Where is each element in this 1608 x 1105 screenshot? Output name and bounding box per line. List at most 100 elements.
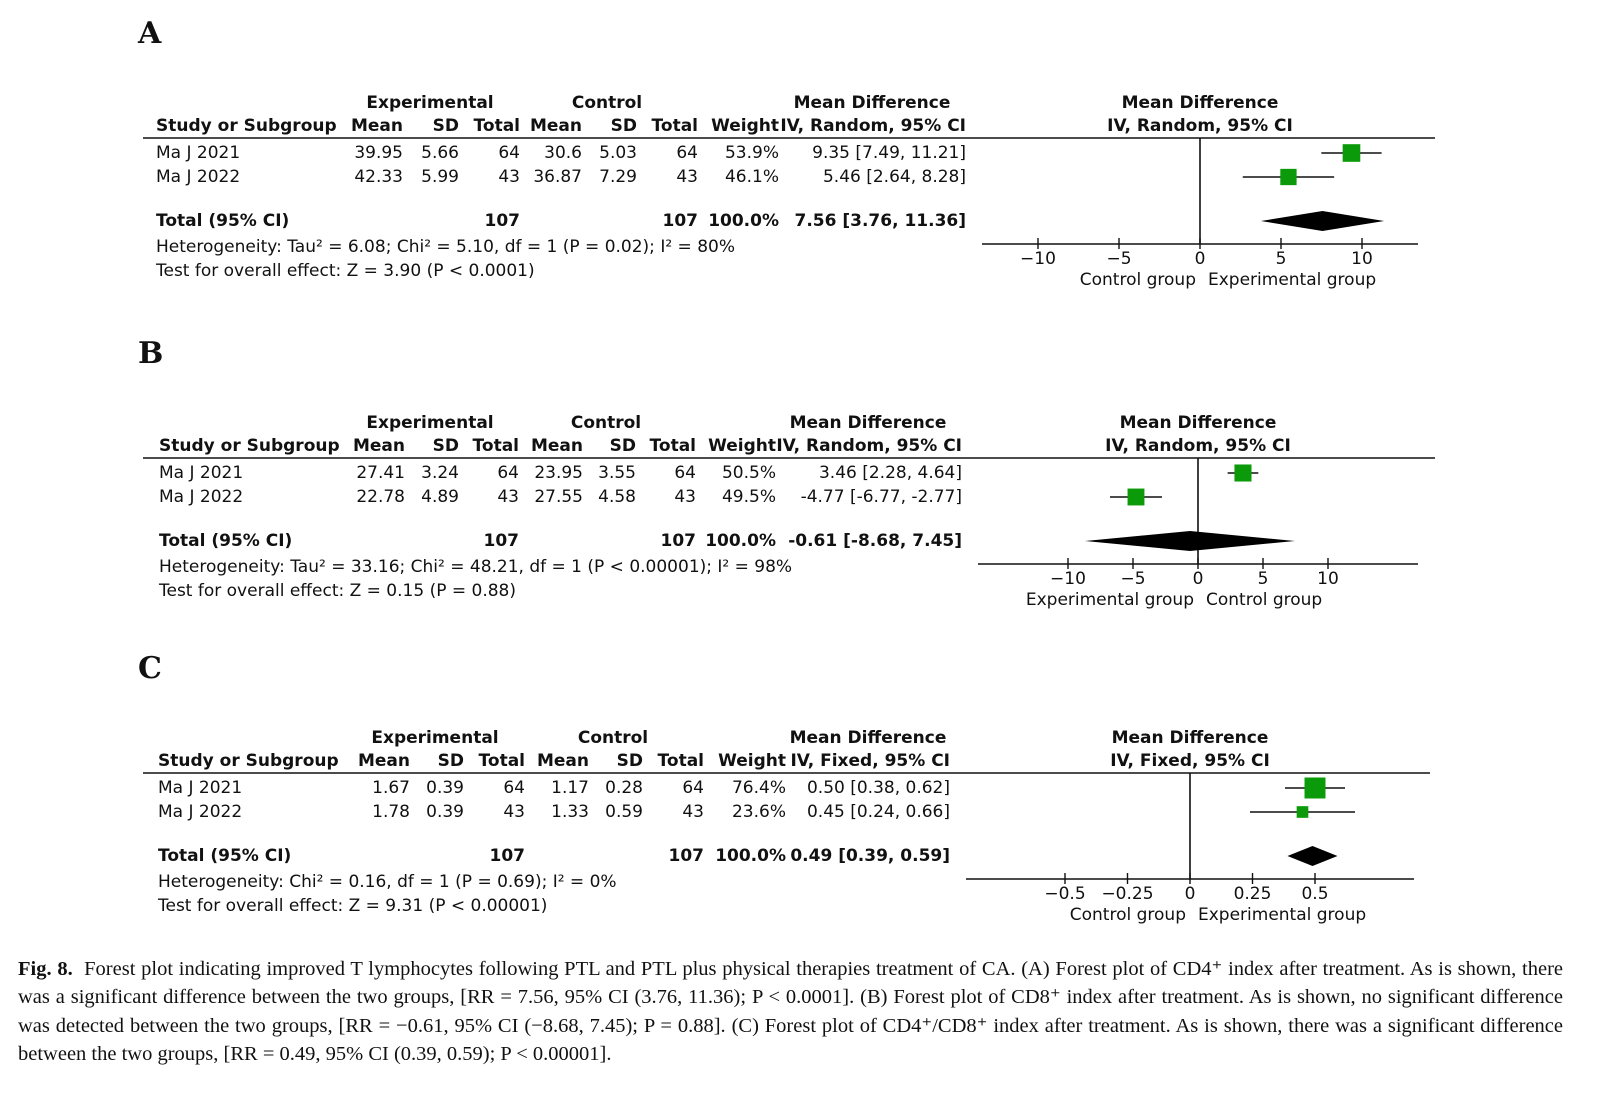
study-name: Ma J 2021 bbox=[156, 143, 241, 163]
cell-c-total: 43 bbox=[682, 802, 704, 822]
cell-c-sd: 0.28 bbox=[605, 778, 643, 798]
cell-e-mean: 39.95 bbox=[354, 143, 403, 163]
heterogeneity: Heterogeneity: Chi² = 0.16, df = 1 (P = … bbox=[158, 872, 617, 892]
tick-label: −10 bbox=[1020, 249, 1056, 269]
exp-sd-header: SD bbox=[432, 436, 459, 456]
right-direction-label: Experimental group bbox=[1208, 270, 1377, 290]
plot-title: Mean Difference bbox=[1111, 728, 1269, 748]
tick-label: −10 bbox=[1050, 569, 1086, 589]
study-name: Ma J 2022 bbox=[156, 167, 241, 187]
plot-title: Mean Difference bbox=[1121, 93, 1279, 113]
tick-label: 10 bbox=[1317, 569, 1339, 589]
study-marker bbox=[1296, 806, 1309, 818]
control-header: Control bbox=[571, 93, 643, 113]
mean-difference-header: Mean Difference bbox=[789, 728, 947, 748]
cell-c-mean: 27.55 bbox=[534, 487, 583, 507]
left-direction-label: Experimental group bbox=[1025, 590, 1194, 610]
heterogeneity: Heterogeneity: Tau² = 33.16; Chi² = 48.2… bbox=[159, 557, 793, 577]
total-ctrl: 107 bbox=[662, 211, 699, 231]
study-name: Ma J 2022 bbox=[159, 487, 244, 507]
study-header: Study or Subgroup bbox=[156, 116, 337, 136]
cell-c-mean: 1.33 bbox=[551, 802, 589, 822]
tick-label: 5 bbox=[1257, 569, 1269, 589]
tick-label: −5 bbox=[1106, 249, 1132, 269]
exp-total-header: Total bbox=[473, 116, 520, 136]
cell-e-total: 43 bbox=[503, 802, 525, 822]
mean-difference-header: Mean Difference bbox=[793, 93, 951, 113]
forest-plots bbox=[143, 137, 1435, 884]
cell-e-sd: 0.39 bbox=[426, 802, 464, 822]
cell-e-sd: 5.99 bbox=[421, 167, 459, 187]
summary-diamond bbox=[1085, 531, 1295, 551]
overall-effect: Test for overall effect: Z = 9.31 (P < 0… bbox=[158, 896, 548, 916]
cell-e-total: 64 bbox=[498, 143, 520, 163]
tick-label: 0.25 bbox=[1233, 884, 1272, 904]
tick-label: 0 bbox=[1194, 249, 1206, 269]
tick-label: 5 bbox=[1275, 249, 1287, 269]
ctrl-total-header: Total bbox=[657, 751, 704, 771]
summary-diamond bbox=[1260, 211, 1385, 231]
exp-total-header: Total bbox=[472, 436, 519, 456]
cell-ci: 3.46 [2.28, 4.64] bbox=[818, 463, 962, 483]
cell-weight: 53.9% bbox=[724, 143, 779, 163]
method-header: IV, Random, 95% CI bbox=[780, 116, 966, 136]
weight-header: Weight bbox=[718, 751, 786, 771]
plot-title: Mean Difference bbox=[1119, 413, 1277, 433]
total-label: Total (95% CI) bbox=[158, 846, 292, 866]
plot-method: IV, Random, 95% CI bbox=[1105, 436, 1291, 456]
total-exp: 107 bbox=[484, 211, 521, 231]
right-direction-label: Control group bbox=[1206, 590, 1323, 610]
ctrl-mean-header: Mean bbox=[536, 751, 589, 771]
method-header: IV, Fixed, 95% CI bbox=[790, 751, 950, 771]
cell-c-total: 43 bbox=[674, 487, 696, 507]
tick-label: 10 bbox=[1351, 249, 1373, 269]
total-ci: -0.61 [-8.68, 7.45] bbox=[788, 531, 962, 551]
overall-effect: Test for overall effect: Z = 0.15 (P = 0… bbox=[159, 581, 516, 601]
tick-label: 0 bbox=[1184, 884, 1196, 904]
cell-e-mean: 27.41 bbox=[356, 463, 405, 483]
tick-label: −5 bbox=[1120, 569, 1146, 589]
control-header: Control bbox=[570, 413, 642, 433]
cell-c-total: 64 bbox=[676, 143, 698, 163]
ctrl-total-header: Total bbox=[651, 116, 698, 136]
exp-mean-header: Mean bbox=[357, 751, 410, 771]
cell-e-sd: 4.89 bbox=[421, 487, 459, 507]
study-name: Ma J 2021 bbox=[158, 778, 243, 798]
cell-ci: 0.50 [0.38, 0.62] bbox=[806, 778, 950, 798]
study-marker bbox=[1234, 464, 1252, 482]
cell-c-total: 64 bbox=[674, 463, 696, 483]
cell-e-total: 43 bbox=[497, 487, 519, 507]
cell-weight: 49.5% bbox=[721, 487, 776, 507]
ctrl-sd-header: SD bbox=[616, 751, 643, 771]
cell-c-sd: 5.03 bbox=[599, 143, 637, 163]
cell-weight: 76.4% bbox=[731, 778, 786, 798]
study-marker bbox=[1127, 488, 1145, 506]
total-ci: 7.56 [3.76, 11.36] bbox=[794, 211, 967, 231]
total-label: Total (95% CI) bbox=[156, 211, 290, 231]
experimental-header: Experimental bbox=[371, 728, 499, 748]
cell-c-sd: 4.58 bbox=[598, 487, 636, 507]
figure-caption: Fig. 8. Forest plot indicating improved … bbox=[18, 955, 1563, 1069]
cell-e-total: 64 bbox=[503, 778, 525, 798]
exp-mean-header: Mean bbox=[350, 116, 403, 136]
cell-weight: 46.1% bbox=[724, 167, 779, 187]
cell-e-sd: 0.39 bbox=[426, 778, 464, 798]
study-name: Ma J 2022 bbox=[158, 802, 243, 822]
cell-ci: 5.46 [2.64, 8.28] bbox=[822, 167, 966, 187]
tick-label: −0.5 bbox=[1044, 884, 1086, 904]
total-weight: 100.0% bbox=[705, 531, 776, 551]
weight-header: Weight bbox=[708, 436, 776, 456]
cell-ci: 0.45 [0.24, 0.66] bbox=[806, 802, 950, 822]
total-ctrl: 107 bbox=[660, 531, 697, 551]
cell-e-mean: 1.67 bbox=[372, 778, 410, 798]
cell-c-total: 43 bbox=[676, 167, 698, 187]
weight-header: Weight bbox=[711, 116, 779, 136]
cell-e-mean: 1.78 bbox=[372, 802, 410, 822]
total-exp: 107 bbox=[483, 531, 520, 551]
ctrl-sd-header: SD bbox=[609, 436, 636, 456]
cell-c-sd: 0.59 bbox=[605, 802, 643, 822]
cell-c-mean: 23.95 bbox=[534, 463, 583, 483]
exp-sd-header: SD bbox=[437, 751, 464, 771]
ctrl-sd-header: SD bbox=[610, 116, 637, 136]
study-marker bbox=[1304, 777, 1326, 799]
